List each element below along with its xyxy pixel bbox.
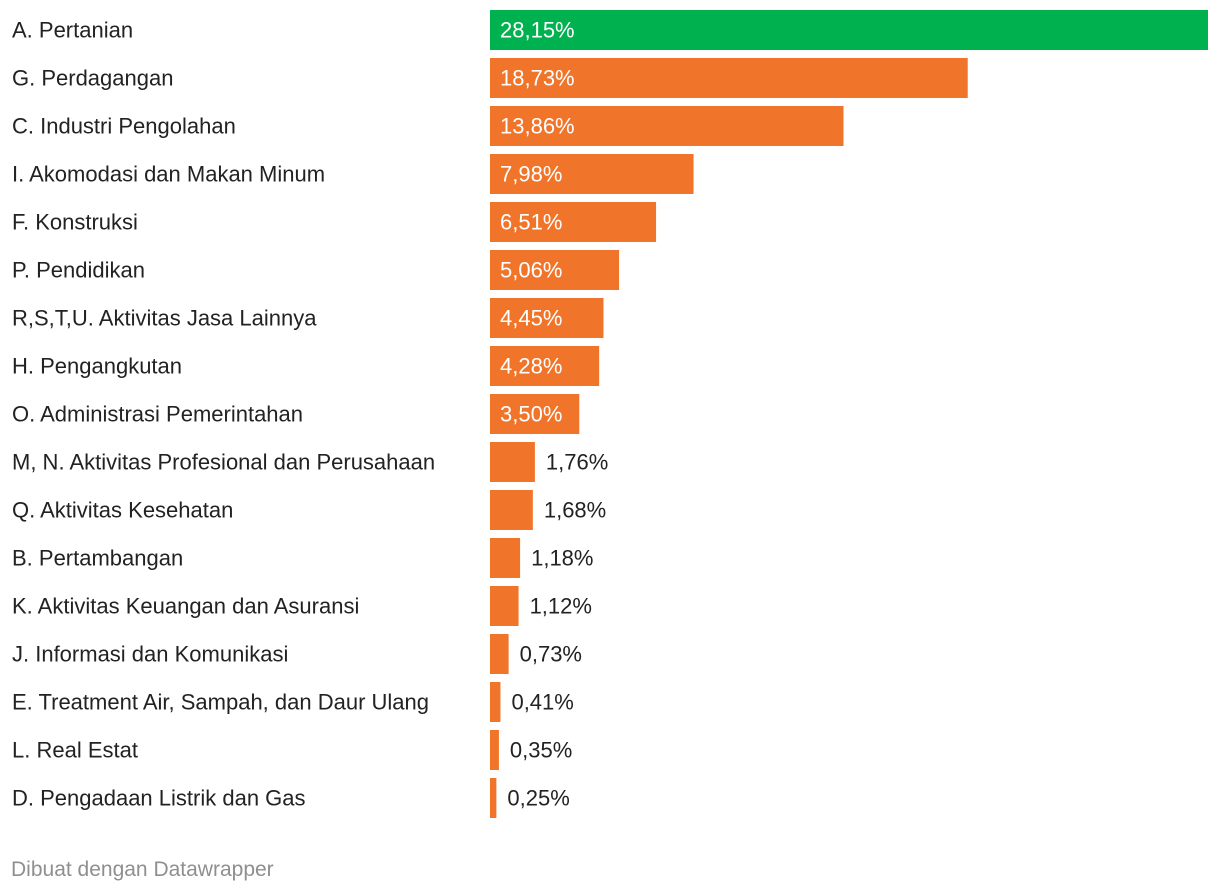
value-label: 28,15% bbox=[500, 18, 575, 43]
category-label: R,S,T,U. Aktivitas Jasa Lainnya bbox=[12, 306, 317, 331]
category-label: L. Real Estat bbox=[12, 738, 138, 763]
bar bbox=[490, 682, 501, 722]
value-label: 4,28% bbox=[500, 354, 562, 379]
value-label: 7,98% bbox=[500, 162, 562, 187]
value-label: 4,45% bbox=[500, 306, 562, 331]
category-label: Q. Aktivitas Kesehatan bbox=[12, 498, 233, 523]
footer-credit: Dibuat dengan Datawrapper bbox=[11, 858, 274, 881]
category-label: M, N. Aktivitas Profesional dan Perusaha… bbox=[12, 450, 435, 475]
value-label: 6,51% bbox=[500, 210, 562, 235]
value-label: 1,68% bbox=[544, 498, 606, 523]
bar bbox=[490, 778, 497, 818]
bar bbox=[490, 634, 509, 674]
category-label: K. Aktivitas Keuangan dan Asuransi bbox=[12, 594, 359, 619]
value-label: 5,06% bbox=[500, 258, 562, 283]
bar bbox=[490, 490, 533, 530]
category-label: B. Pertambangan bbox=[12, 546, 183, 571]
bar bbox=[490, 586, 519, 626]
value-label: 0,35% bbox=[510, 738, 572, 763]
value-label: 1,76% bbox=[546, 450, 608, 475]
bar bbox=[490, 58, 968, 98]
bar bbox=[490, 10, 1208, 50]
category-label: E. Treatment Air, Sampah, dan Daur Ulang bbox=[12, 690, 429, 715]
bar bbox=[490, 442, 535, 482]
category-label: H. Pengangkutan bbox=[12, 354, 182, 379]
category-label: F. Konstruksi bbox=[12, 210, 138, 235]
value-label: 18,73% bbox=[500, 66, 575, 91]
value-label: 13,86% bbox=[500, 114, 575, 139]
category-label: C. Industri Pengolahan bbox=[12, 114, 236, 139]
value-label: 1,18% bbox=[531, 546, 593, 571]
bar bbox=[490, 730, 499, 770]
bar bbox=[490, 202, 657, 242]
category-label: O. Administrasi Pemerintahan bbox=[12, 402, 303, 427]
value-label: 3,50% bbox=[500, 402, 562, 427]
value-label: 1,12% bbox=[530, 594, 592, 619]
bar bbox=[490, 394, 580, 434]
bar bbox=[490, 346, 600, 386]
value-label: 0,41% bbox=[511, 690, 573, 715]
bar bbox=[490, 106, 844, 146]
category-label: D. Pengadaan Listrik dan Gas bbox=[12, 786, 306, 811]
value-label: 0,25% bbox=[507, 786, 569, 811]
value-label: 0,73% bbox=[520, 642, 582, 667]
bar bbox=[490, 298, 604, 338]
bar bbox=[490, 154, 694, 194]
category-label: G. Perdagangan bbox=[12, 66, 173, 91]
bar bbox=[490, 250, 620, 290]
category-label: A. Pertanian bbox=[12, 18, 133, 43]
bar bbox=[490, 538, 521, 578]
category-label: J. Informasi dan Komunikasi bbox=[12, 642, 288, 667]
category-label: I. Akomodasi dan Makan Minum bbox=[12, 162, 325, 187]
category-label: P. Pendidikan bbox=[12, 258, 145, 283]
